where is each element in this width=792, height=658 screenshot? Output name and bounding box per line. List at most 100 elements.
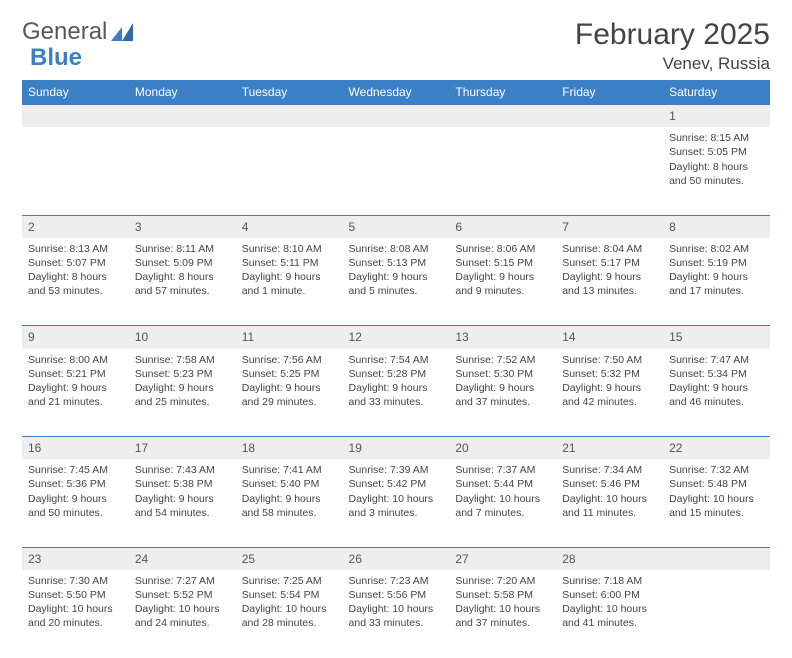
cell-line-d1: Daylight: 9 hours xyxy=(349,381,444,395)
cell-line-d1: Daylight: 10 hours xyxy=(455,602,550,616)
day-number-cell: 10 xyxy=(129,326,236,349)
cell-line-d1: Daylight: 9 hours xyxy=(669,381,764,395)
cell-line-ss: Sunset: 5:11 PM xyxy=(242,256,337,270)
cell-line-sr: Sunrise: 7:25 AM xyxy=(242,574,337,588)
cell-line-ss: Sunset: 5:36 PM xyxy=(28,477,123,491)
cell-line-sr: Sunrise: 7:54 AM xyxy=(349,353,444,367)
day-number-cell: 8 xyxy=(663,215,770,238)
day-number-cell: 19 xyxy=(343,437,450,460)
day-data-cell xyxy=(343,127,450,215)
weekday-header-row: Sunday Monday Tuesday Wednesday Thursday… xyxy=(22,80,770,105)
cell-line-d1: Daylight: 10 hours xyxy=(28,602,123,616)
cell-line-ss: Sunset: 5:21 PM xyxy=(28,367,123,381)
day-number-cell xyxy=(663,547,770,570)
cell-line-sr: Sunrise: 7:23 AM xyxy=(349,574,444,588)
day-data-cell: Sunrise: 7:45 AMSunset: 5:36 PMDaylight:… xyxy=(22,459,129,547)
cell-line-sr: Sunrise: 8:15 AM xyxy=(669,131,764,145)
cell-line-d2: and 7 minutes. xyxy=(455,506,550,520)
day-data-cell: Sunrise: 7:18 AMSunset: 6:00 PMDaylight:… xyxy=(556,570,663,658)
day-number-cell: 21 xyxy=(556,437,663,460)
day-number-row: 9101112131415 xyxy=(22,326,770,349)
day-data-cell: Sunrise: 7:32 AMSunset: 5:48 PMDaylight:… xyxy=(663,459,770,547)
cell-line-d1: Daylight: 10 hours xyxy=(562,602,657,616)
day-number-cell: 4 xyxy=(236,215,343,238)
day-data-cell: Sunrise: 7:58 AMSunset: 5:23 PMDaylight:… xyxy=(129,349,236,437)
cell-line-d1: Daylight: 9 hours xyxy=(455,381,550,395)
cell-line-sr: Sunrise: 7:27 AM xyxy=(135,574,230,588)
day-number-cell: 3 xyxy=(129,215,236,238)
day-data-cell: Sunrise: 8:13 AMSunset: 5:07 PMDaylight:… xyxy=(22,238,129,326)
cell-line-sr: Sunrise: 7:41 AM xyxy=(242,463,337,477)
header: General February 2025 Venev, Russia xyxy=(22,18,770,74)
cell-line-ss: Sunset: 5:07 PM xyxy=(28,256,123,270)
cell-line-d1: Daylight: 9 hours xyxy=(562,270,657,284)
day-number-cell xyxy=(343,105,450,128)
cell-line-d2: and 41 minutes. xyxy=(562,616,657,630)
weekday-header: Friday xyxy=(556,80,663,105)
cell-line-ss: Sunset: 5:34 PM xyxy=(669,367,764,381)
cell-line-sr: Sunrise: 7:52 AM xyxy=(455,353,550,367)
cell-line-sr: Sunrise: 8:08 AM xyxy=(349,242,444,256)
day-data-cell xyxy=(236,127,343,215)
cell-line-ss: Sunset: 5:46 PM xyxy=(562,477,657,491)
cell-line-ss: Sunset: 5:13 PM xyxy=(349,256,444,270)
day-data-cell: Sunrise: 7:27 AMSunset: 5:52 PMDaylight:… xyxy=(129,570,236,658)
cell-line-d1: Daylight: 10 hours xyxy=(562,492,657,506)
day-number-cell xyxy=(556,105,663,128)
title-block: February 2025 Venev, Russia xyxy=(575,18,770,74)
cell-line-ss: Sunset: 5:58 PM xyxy=(455,588,550,602)
cell-line-d2: and 5 minutes. xyxy=(349,284,444,298)
location-label: Venev, Russia xyxy=(575,54,770,74)
cell-line-d1: Daylight: 10 hours xyxy=(349,492,444,506)
logo-text-a: General xyxy=(22,18,107,46)
cell-line-sr: Sunrise: 8:13 AM xyxy=(28,242,123,256)
day-number-row: 16171819202122 xyxy=(22,437,770,460)
cell-line-d2: and 11 minutes. xyxy=(562,506,657,520)
cell-line-sr: Sunrise: 7:20 AM xyxy=(455,574,550,588)
cell-line-d1: Daylight: 10 hours xyxy=(669,492,764,506)
cell-line-d2: and 54 minutes. xyxy=(135,506,230,520)
day-data-row: Sunrise: 8:15 AMSunset: 5:05 PMDaylight:… xyxy=(22,127,770,215)
day-number-cell xyxy=(236,105,343,128)
cell-line-ss: Sunset: 5:28 PM xyxy=(349,367,444,381)
day-data-cell: Sunrise: 7:47 AMSunset: 5:34 PMDaylight:… xyxy=(663,349,770,437)
cell-line-d1: Daylight: 9 hours xyxy=(242,381,337,395)
cell-line-sr: Sunrise: 7:56 AM xyxy=(242,353,337,367)
cell-line-d1: Daylight: 10 hours xyxy=(135,602,230,616)
logo: General xyxy=(22,18,137,46)
day-data-cell: Sunrise: 7:20 AMSunset: 5:58 PMDaylight:… xyxy=(449,570,556,658)
weekday-header: Wednesday xyxy=(343,80,450,105)
day-data-cell: Sunrise: 7:52 AMSunset: 5:30 PMDaylight:… xyxy=(449,349,556,437)
day-data-cell xyxy=(22,127,129,215)
cell-line-ss: Sunset: 6:00 PM xyxy=(562,588,657,602)
cell-line-d2: and 57 minutes. xyxy=(135,284,230,298)
cell-line-d2: and 9 minutes. xyxy=(455,284,550,298)
cell-line-d1: Daylight: 10 hours xyxy=(242,602,337,616)
day-number-cell: 2 xyxy=(22,215,129,238)
day-number-cell xyxy=(129,105,236,128)
cell-line-sr: Sunrise: 7:34 AM xyxy=(562,463,657,477)
weekday-header: Saturday xyxy=(663,80,770,105)
day-number-cell: 9 xyxy=(22,326,129,349)
day-number-cell: 14 xyxy=(556,326,663,349)
day-data-cell: Sunrise: 7:39 AMSunset: 5:42 PMDaylight:… xyxy=(343,459,450,547)
cell-line-d1: Daylight: 8 hours xyxy=(669,160,764,174)
cell-line-d2: and 21 minutes. xyxy=(28,395,123,409)
day-number-cell: 5 xyxy=(343,215,450,238)
day-data-cell: Sunrise: 8:11 AMSunset: 5:09 PMDaylight:… xyxy=(129,238,236,326)
cell-line-d1: Daylight: 9 hours xyxy=(242,270,337,284)
day-data-cell: Sunrise: 8:10 AMSunset: 5:11 PMDaylight:… xyxy=(236,238,343,326)
day-number-cell: 7 xyxy=(556,215,663,238)
cell-line-d1: Daylight: 10 hours xyxy=(455,492,550,506)
day-number-cell xyxy=(22,105,129,128)
cell-line-sr: Sunrise: 7:30 AM xyxy=(28,574,123,588)
day-number-cell: 1 xyxy=(663,105,770,128)
day-number-row: 2345678 xyxy=(22,215,770,238)
logo-text-b: Blue xyxy=(30,44,82,72)
cell-line-d2: and 17 minutes. xyxy=(669,284,764,298)
cell-line-d1: Daylight: 8 hours xyxy=(28,270,123,284)
cell-line-d2: and 53 minutes. xyxy=(28,284,123,298)
cell-line-d2: and 58 minutes. xyxy=(242,506,337,520)
cell-line-d1: Daylight: 9 hours xyxy=(135,381,230,395)
cell-line-ss: Sunset: 5:25 PM xyxy=(242,367,337,381)
